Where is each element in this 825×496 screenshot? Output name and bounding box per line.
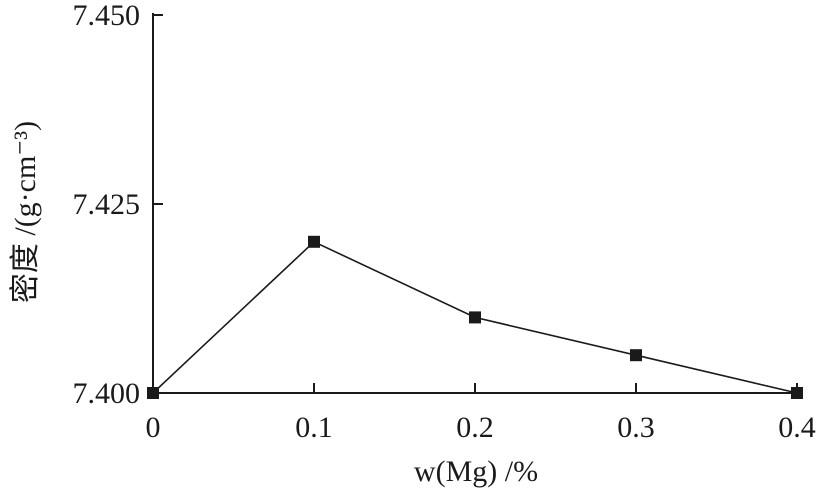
y-axis-ticks: 7.400 7.425 7.450 — [73, 0, 163, 410]
x-axis-title: w(Mg) /% — [414, 455, 538, 488]
x-tick-label: 0.1 — [295, 411, 333, 444]
data-point — [630, 349, 642, 362]
x-tick-label: 0.4 — [778, 411, 816, 444]
x-tick-label: 0 — [146, 411, 161, 444]
y-tick-label: 7.425 — [73, 188, 141, 221]
y-tick-label: 7.400 — [73, 377, 141, 410]
data-point — [791, 387, 803, 399]
y-axis-title: 密度 /(g·cm⁻³) — [9, 121, 42, 303]
x-tick-label: 0.3 — [617, 411, 655, 444]
series-markers — [147, 235, 803, 399]
data-point — [147, 387, 159, 399]
data-point — [308, 235, 320, 248]
x-axis-ticks: 0 0.1 0.2 0.3 0.4 — [146, 383, 816, 444]
data-point — [469, 311, 481, 324]
x-tick-label: 0.2 — [456, 411, 494, 444]
y-tick-label: 7.450 — [73, 0, 141, 32]
